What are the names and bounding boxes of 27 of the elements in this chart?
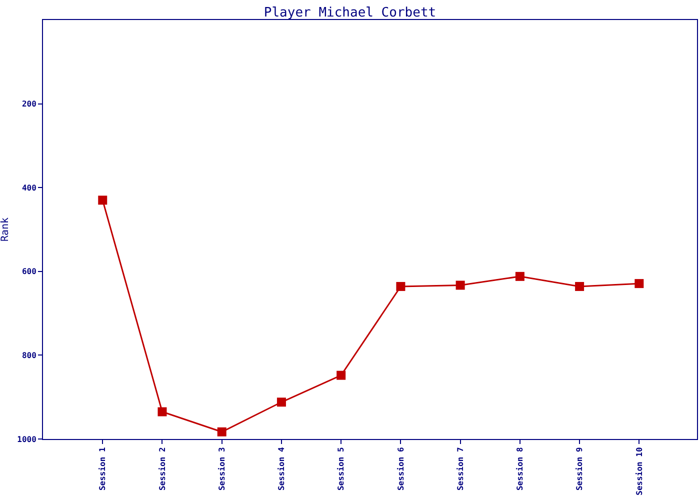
y-axis-title: Rank xyxy=(0,217,11,242)
x-tick-label: Session 1 xyxy=(98,447,108,491)
y-tick-label: 200 xyxy=(22,100,37,109)
point xyxy=(158,407,167,416)
point xyxy=(634,279,644,288)
point xyxy=(98,196,108,205)
chart-title: Player Michael Corbett xyxy=(264,6,436,21)
x-tick-label: Session 6 xyxy=(396,447,406,491)
y-tick-label: 800 xyxy=(22,351,37,360)
point xyxy=(217,427,226,436)
x-tick-label: Session 7 xyxy=(456,447,465,491)
point xyxy=(456,280,465,290)
y-tick-label: 1000 xyxy=(17,434,37,444)
point xyxy=(336,370,346,380)
x-tick-label: Session 3 xyxy=(217,447,226,491)
point xyxy=(396,282,406,291)
x-tick-label: Session 2 xyxy=(158,447,167,491)
y-tick-label: 400 xyxy=(22,183,37,192)
point xyxy=(515,272,524,281)
point xyxy=(276,398,286,407)
x-tick-label: Session 8 xyxy=(516,447,525,491)
x-tick-label: Session 5 xyxy=(336,447,346,491)
y-tick-label: 600 xyxy=(22,267,37,276)
x-tick-label: Session 10 xyxy=(634,447,644,496)
point xyxy=(575,282,584,291)
x-tick-label: Session 4 xyxy=(277,447,286,491)
x-tick-label: Session 9 xyxy=(575,447,584,491)
